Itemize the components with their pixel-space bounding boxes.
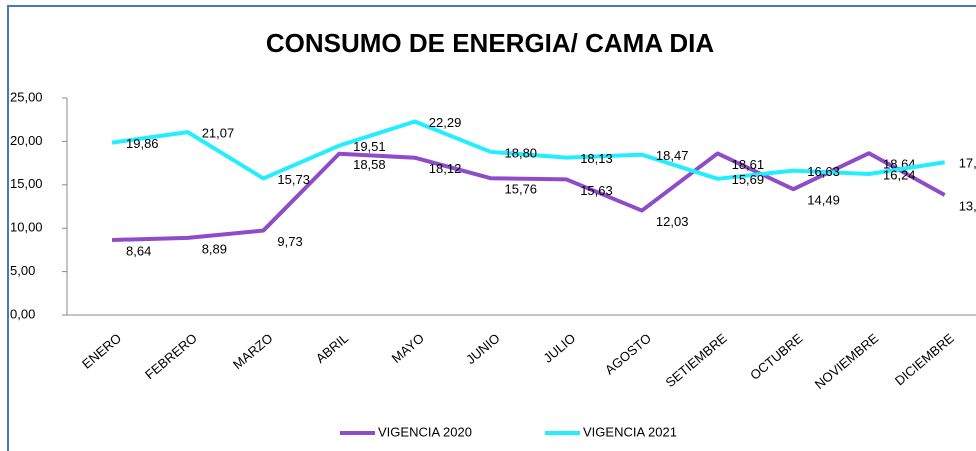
- legend-label: VIGENCIA 2021: [583, 424, 677, 439]
- line: [111, 119, 946, 181]
- data-label: 18,80: [505, 145, 538, 160]
- data-label: 17,60: [959, 156, 976, 171]
- y-tick-label: 10,00: [10, 220, 43, 235]
- legend-label: VIGENCIA 2020: [378, 424, 472, 439]
- data-label: 16,63: [807, 164, 840, 179]
- data-label: 15,63: [580, 183, 613, 198]
- x-tick-label: ENERO: [79, 330, 124, 371]
- x-tick-label: NOVIEMBRE: [812, 330, 882, 392]
- y-tick-label: 20,00: [10, 133, 43, 148]
- x-tick-label: MARZO: [230, 330, 276, 372]
- y-tick-label: 5,00: [10, 263, 35, 278]
- data-label: 18,12: [429, 161, 462, 176]
- x-tick-label: OCTUBRE: [747, 330, 806, 383]
- data-label: 13,82: [959, 198, 976, 213]
- x-tick-label: JULIO: [540, 330, 578, 365]
- y-tick-label: 25,00: [10, 89, 43, 104]
- data-label: 21,07: [202, 126, 235, 141]
- data-label: 22,29: [429, 115, 462, 130]
- data-label: 18,61: [732, 157, 765, 172]
- data-label: 18,13: [580, 151, 613, 166]
- x-tick-label: ABRIL: [313, 330, 351, 366]
- data-label: 18,47: [656, 148, 689, 163]
- x-tick-label: FEBRERO: [142, 330, 200, 382]
- x-tick-label: SETIEMBRE: [663, 330, 730, 390]
- frame: [7, 5, 976, 451]
- x-tick-label: DICIEMBRE: [892, 330, 957, 388]
- data-label: 9,73: [277, 234, 302, 249]
- data-label: 15,73: [277, 172, 310, 187]
- y-tick-label: 15,00: [10, 176, 43, 191]
- data-label: 19,51: [353, 139, 386, 154]
- data-label: 18,58: [353, 157, 386, 172]
- data-label: 12,03: [656, 214, 689, 229]
- x-tick-label: JUNIO: [463, 330, 503, 367]
- data-label: 8,89: [202, 241, 227, 256]
- line: [111, 151, 946, 243]
- x-tick-label: MAYO: [389, 330, 427, 365]
- data-label: 15,76: [505, 182, 538, 197]
- y-tick-label: 0,00: [10, 306, 35, 321]
- chart-title: CONSUMO DE ENERGIA/ CAMA DIA: [266, 28, 714, 58]
- data-label: 19,86: [126, 136, 159, 151]
- data-label: 16,24: [883, 167, 916, 182]
- data-label: 14,49: [807, 193, 840, 208]
- x-tick-label: AGOSTO: [602, 330, 654, 377]
- data-label: 15,69: [732, 172, 765, 187]
- data-label: 8,64: [126, 243, 151, 258]
